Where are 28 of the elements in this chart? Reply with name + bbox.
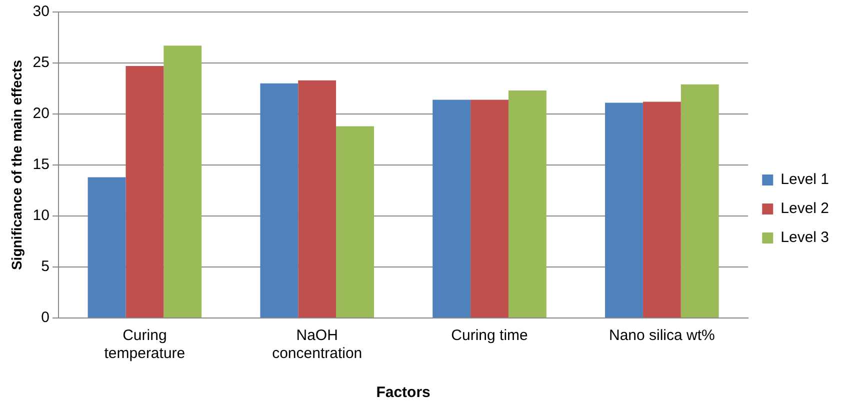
y-tick-label: 0 (41, 309, 50, 326)
x-tick-label: NaOH concentration (272, 327, 362, 362)
bar (680, 84, 719, 318)
legend-label: Level 1 (780, 171, 830, 188)
y-tick-label: 20 (32, 105, 50, 122)
bar (260, 83, 298, 318)
y-tick-label: 5 (41, 258, 50, 276)
bar (508, 90, 546, 318)
bar (298, 80, 336, 318)
bar (336, 126, 374, 318)
y-tick-label: 15 (32, 156, 50, 174)
x-axis-title: Factors (376, 384, 430, 402)
bar (605, 102, 643, 318)
bar (126, 66, 164, 318)
y-axis-title: Significance of the main effects (8, 60, 24, 270)
x-tick-label: Nano silica wt% (608, 327, 715, 344)
bar (470, 100, 508, 318)
legend-label: Level 3 (780, 229, 830, 246)
y-tick-label: 25 (32, 54, 50, 72)
x-tick-label: Curing time (451, 327, 528, 344)
bar (642, 102, 681, 318)
y-tick-label: 10 (32, 207, 50, 224)
y-tick-label: 30 (32, 3, 50, 20)
bar (164, 46, 202, 318)
x-tick-label: Curing temperature (104, 327, 186, 362)
bar (88, 177, 126, 318)
legend-label: Level 2 (780, 200, 830, 218)
bar (432, 100, 471, 318)
